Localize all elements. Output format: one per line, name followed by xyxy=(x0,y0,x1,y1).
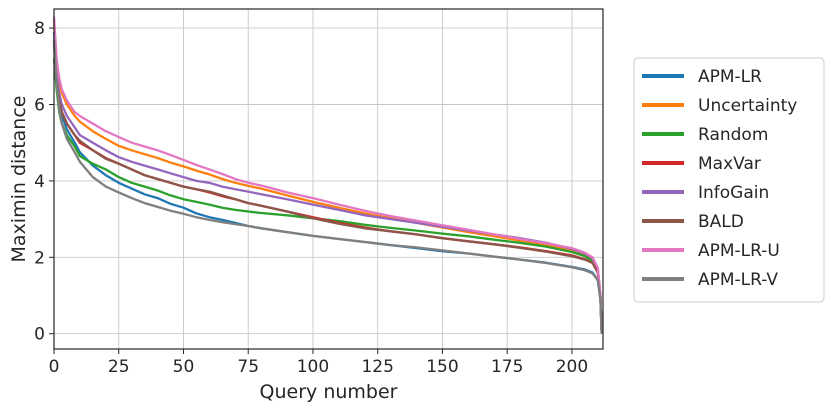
series-lines xyxy=(52,16,603,334)
legend: APM-LR Uncertainty Random MaxVar InfoGain BAL… xyxy=(633,57,825,303)
x-tick-label: 100 xyxy=(297,357,329,377)
legend-label-infogain: InfoGain xyxy=(698,183,769,203)
y-tick-label: 6 xyxy=(34,96,45,116)
series-line-bald xyxy=(52,43,603,334)
y-axis-ticks: 0 2 4 6 8 xyxy=(34,19,54,345)
legend-label-bald: BALD xyxy=(698,212,744,232)
y-tick-label: 2 xyxy=(34,248,45,268)
legend-label-apm-lr-v: APM-LR-V xyxy=(698,270,778,290)
series-line-random xyxy=(52,58,603,334)
series-line-uncertainty xyxy=(52,20,603,334)
x-tick-label: 200 xyxy=(556,357,588,377)
legend-label-apm-lr-u: APM-LR-U xyxy=(698,241,780,261)
series-line-maxvar xyxy=(52,39,603,334)
y-tick-label: 0 xyxy=(34,325,45,345)
x-tick-label: 25 xyxy=(108,357,130,377)
legend-box xyxy=(633,57,825,303)
legend-label-random: Random xyxy=(698,125,768,145)
plot-area-frame xyxy=(53,8,604,350)
grid-lines xyxy=(53,9,603,349)
x-tick-label: 175 xyxy=(491,357,523,377)
x-axis-label: Query number xyxy=(260,381,398,403)
legend-label-maxvar: MaxVar xyxy=(698,154,761,174)
series-line-apm-lr-u xyxy=(52,16,603,334)
x-tick-label: 150 xyxy=(426,357,458,377)
legend-label-uncertainty: Uncertainty xyxy=(698,96,797,116)
legend-label-apm-lr: APM-LR xyxy=(698,67,762,87)
x-axis-ticks: 0 25 50 75 100 125 150 175 200 xyxy=(49,349,588,377)
x-tick-label: 50 xyxy=(173,357,195,377)
series-line-apm-lr-v xyxy=(52,39,603,334)
series-line-infogain xyxy=(52,39,603,334)
y-tick-label: 8 xyxy=(34,19,45,39)
y-tick-label: 4 xyxy=(34,172,45,192)
x-tick-label: 125 xyxy=(361,357,393,377)
y-axis-label: Maximin distance xyxy=(8,96,30,263)
series-line-apm-lr xyxy=(52,31,603,334)
x-tick-label: 0 xyxy=(49,357,60,377)
x-tick-label: 75 xyxy=(237,357,259,377)
